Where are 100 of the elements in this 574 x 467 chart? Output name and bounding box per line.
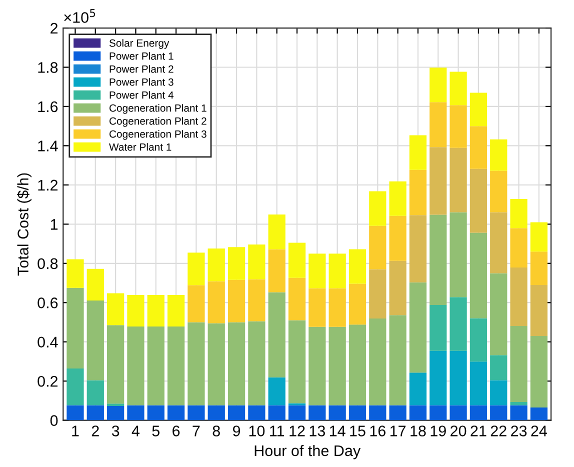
bar [127, 326, 144, 406]
x-tick-label: 7 [192, 426, 200, 436]
bar [248, 244, 266, 280]
bar [328, 288, 346, 327]
bar [470, 168, 488, 233]
bar [430, 147, 447, 215]
bar [147, 405, 164, 420]
y-tick-label: 1.6 [38, 101, 58, 112]
legend-label: Power Plant 2 [110, 65, 174, 73]
y-tick-label: 1.8 [38, 62, 58, 73]
bar [348, 405, 366, 420]
x-tick-label: 23 [511, 426, 527, 436]
y-tick-label: 0.8 [38, 258, 58, 270]
bar [208, 323, 225, 406]
bar [450, 72, 467, 106]
bar [66, 405, 84, 420]
bar [66, 288, 84, 369]
bar [450, 148, 467, 212]
bar [86, 380, 104, 406]
bar [450, 212, 467, 298]
bar [369, 191, 386, 226]
bar [86, 300, 104, 380]
bar [510, 402, 528, 406]
y-tick-label: 0.6 [38, 297, 58, 308]
bar [430, 304, 447, 351]
bar [409, 170, 427, 216]
x-tick-label: 10 [249, 426, 265, 436]
bar [248, 279, 266, 322]
x-tick-label: 16 [370, 426, 386, 436]
x-tick-label: 8 [212, 426, 220, 436]
bar [490, 212, 508, 274]
bar [430, 214, 447, 305]
bar [409, 405, 427, 420]
bar [490, 273, 508, 356]
bar [228, 280, 246, 322]
x-tick-label: 15 [350, 426, 366, 436]
bar [348, 324, 366, 406]
x-tick-label: 5 [152, 426, 160, 436]
bar [348, 249, 366, 284]
bar [490, 405, 508, 420]
bar [430, 350, 447, 406]
bar [328, 405, 346, 420]
x-tick-label: 3 [112, 426, 120, 436]
bar [348, 284, 366, 325]
bar [389, 216, 406, 261]
bar [450, 405, 467, 420]
bar [147, 294, 164, 327]
bar [308, 288, 326, 327]
bar [268, 377, 286, 406]
y-tick-label: 0.2 [38, 376, 58, 387]
bar [248, 405, 266, 420]
bar [308, 254, 326, 288]
x-tick-label: 17 [390, 426, 406, 436]
bar [430, 405, 447, 420]
legend-label: Power Plant 3 [110, 78, 174, 86]
y-axis-title: Total Cost ($/h) [17, 173, 32, 276]
bar [268, 249, 286, 292]
bar [470, 405, 488, 420]
bar [510, 326, 528, 402]
x-tick-label: 4 [132, 426, 140, 436]
bar [268, 214, 286, 250]
x-axis-title: Hour of the Day [254, 444, 361, 460]
bar [328, 254, 346, 288]
bar [228, 247, 246, 280]
bar [127, 405, 144, 420]
bar [208, 248, 225, 282]
bar [530, 408, 548, 420]
text: ×10$^{5}$ [64, 9, 96, 23]
x-tick-label: 20 [450, 426, 466, 436]
bar [409, 282, 427, 373]
bar [308, 326, 326, 406]
bar [369, 318, 386, 406]
bar [409, 215, 427, 282]
bar [268, 405, 286, 420]
bar [167, 326, 185, 406]
bar [490, 355, 508, 380]
bar [450, 105, 467, 148]
bar [409, 372, 427, 406]
x-tick-label: 6 [172, 426, 180, 436]
bar [530, 222, 548, 252]
bar [106, 406, 124, 420]
bar [167, 405, 185, 420]
bar [389, 405, 406, 420]
bar [86, 268, 104, 300]
bar [389, 260, 406, 316]
bar [530, 336, 548, 408]
bar [147, 326, 164, 406]
bar [66, 368, 84, 406]
x-tick-label: 9 [232, 426, 240, 436]
bar [530, 252, 548, 285]
bar [450, 297, 467, 351]
legend-label: Cogeneration Plant 2 [110, 117, 206, 127]
bar [106, 325, 124, 404]
bar [510, 268, 528, 326]
bar [369, 269, 386, 319]
y-tick-label: 1.4 [38, 140, 58, 152]
bar [510, 228, 528, 268]
x-tick-label: 24 [531, 426, 547, 436]
y-tick-label: 1 [50, 219, 58, 230]
y-tick-label: 1.2 [38, 180, 58, 190]
